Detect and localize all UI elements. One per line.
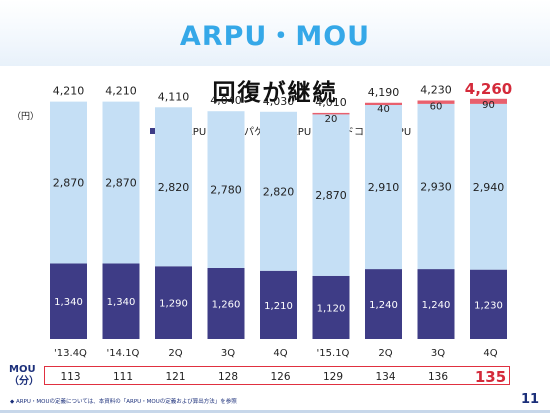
label-total-0: 4,210 xyxy=(53,85,85,98)
label-packet-5: 2,870 xyxy=(315,189,347,202)
label-voice-7: 1,240 xyxy=(422,300,451,311)
bar-voice-0 xyxy=(50,263,87,339)
label-voice-3: 1,260 xyxy=(212,299,241,310)
x-tick-5: '15.1Q xyxy=(317,348,350,359)
label-voice-5: 1,120 xyxy=(317,303,346,314)
label-hikari-5: 20 xyxy=(325,114,338,125)
bar-packet-0 xyxy=(50,101,87,264)
x-tick-6: 2Q xyxy=(378,348,392,359)
mou-value-3: 128 xyxy=(218,371,238,383)
mou-value-2: 121 xyxy=(165,371,185,383)
bar-voice-8 xyxy=(470,269,507,339)
label-hikari-6: 40 xyxy=(377,104,390,115)
bar-voice-3 xyxy=(207,267,245,339)
mou-value-0: 113 xyxy=(60,371,80,383)
label-voice-1: 1,340 xyxy=(107,297,136,308)
label-packet-0: 2,870 xyxy=(53,177,85,190)
bar-packet-2 xyxy=(155,107,192,267)
bar-packet-3 xyxy=(207,111,245,268)
label-hikari-7: 60 xyxy=(430,102,443,113)
bar-hikari-7 xyxy=(417,100,455,104)
label-voice-4: 1,210 xyxy=(264,301,293,312)
mou-value-7: 136 xyxy=(428,371,448,383)
mou-value-1: 111 xyxy=(113,371,133,383)
label-voice-6: 1,240 xyxy=(369,300,398,311)
bar-voice-5 xyxy=(312,275,350,339)
x-tick-8: 4Q xyxy=(483,348,497,359)
x-tick-1: '14.1Q xyxy=(107,348,140,359)
label-packet-2: 2,820 xyxy=(158,181,190,194)
x-tick-7: 3Q xyxy=(431,348,445,359)
x-tick-3: 3Q xyxy=(221,348,235,359)
x-tick-0: '13.4Q xyxy=(54,348,87,359)
legend-swatch-voice xyxy=(150,128,156,134)
bar-hikari-8 xyxy=(470,98,507,104)
bar-voice-2 xyxy=(155,266,192,339)
bar-packet-6 xyxy=(365,105,402,270)
chart-subtitle: 回復が継続 xyxy=(212,80,338,106)
label-packet-4: 2,820 xyxy=(263,185,295,198)
label-voice-8: 1,230 xyxy=(474,300,503,311)
label-total-5: 4,010 xyxy=(315,96,347,109)
bar-voice-4 xyxy=(260,270,297,339)
mou-label-line2: （分） xyxy=(9,376,39,387)
page-title: ARPU・MOU xyxy=(179,21,371,52)
mou-row-box xyxy=(44,366,510,385)
mou-value-8: 135 xyxy=(475,368,506,386)
label-total-7: 4,230 xyxy=(420,84,452,97)
mou-value-5: 129 xyxy=(323,371,343,383)
label-packet-1: 2,870 xyxy=(105,177,137,190)
label-packet-8: 2,940 xyxy=(473,181,505,194)
label-total-1: 4,210 xyxy=(105,85,137,98)
bar-packet-4 xyxy=(260,111,297,271)
bottom-divider xyxy=(0,410,550,413)
label-voice-2: 1,290 xyxy=(159,299,188,310)
label-total-2: 4,110 xyxy=(158,90,190,103)
mou-label-line1: MOU xyxy=(9,364,36,375)
label-packet-7: 2,930 xyxy=(420,180,452,193)
footnote: ◆ ARPU・MOUの定義については、本資料の「ARPU・MOUの定義および算出… xyxy=(10,399,237,405)
bar-packet-5 xyxy=(312,114,350,276)
label-total-3: 4,040 xyxy=(210,94,242,107)
bar-packet-8 xyxy=(470,103,507,270)
bar-hikari-5 xyxy=(312,112,350,115)
mou-value-6: 134 xyxy=(375,371,395,383)
bar-voice-7 xyxy=(417,269,455,339)
bar-voice-6 xyxy=(365,269,402,339)
x-tick-4: 4Q xyxy=(273,348,287,359)
y-unit-label: （円） xyxy=(12,112,40,122)
bar-voice-1 xyxy=(102,263,140,339)
mou-value-4: 126 xyxy=(270,371,290,383)
page-number: 11 xyxy=(521,392,540,407)
bar-packet-7 xyxy=(417,103,455,270)
label-total-4: 4,030 xyxy=(263,95,295,108)
label-packet-3: 2,780 xyxy=(210,184,242,197)
bar-hikari-6 xyxy=(365,102,402,106)
label-packet-6: 2,910 xyxy=(368,181,400,194)
label-voice-0: 1,340 xyxy=(54,297,83,308)
label-total-6: 4,190 xyxy=(368,86,400,99)
x-tick-2: 2Q xyxy=(168,348,182,359)
label-total-8: 4,260 xyxy=(465,80,512,98)
bar-packet-1 xyxy=(102,101,140,264)
top-banner xyxy=(0,0,550,66)
mou-label: MOU （分） xyxy=(9,364,39,388)
label-hikari-8: 90 xyxy=(482,100,495,111)
